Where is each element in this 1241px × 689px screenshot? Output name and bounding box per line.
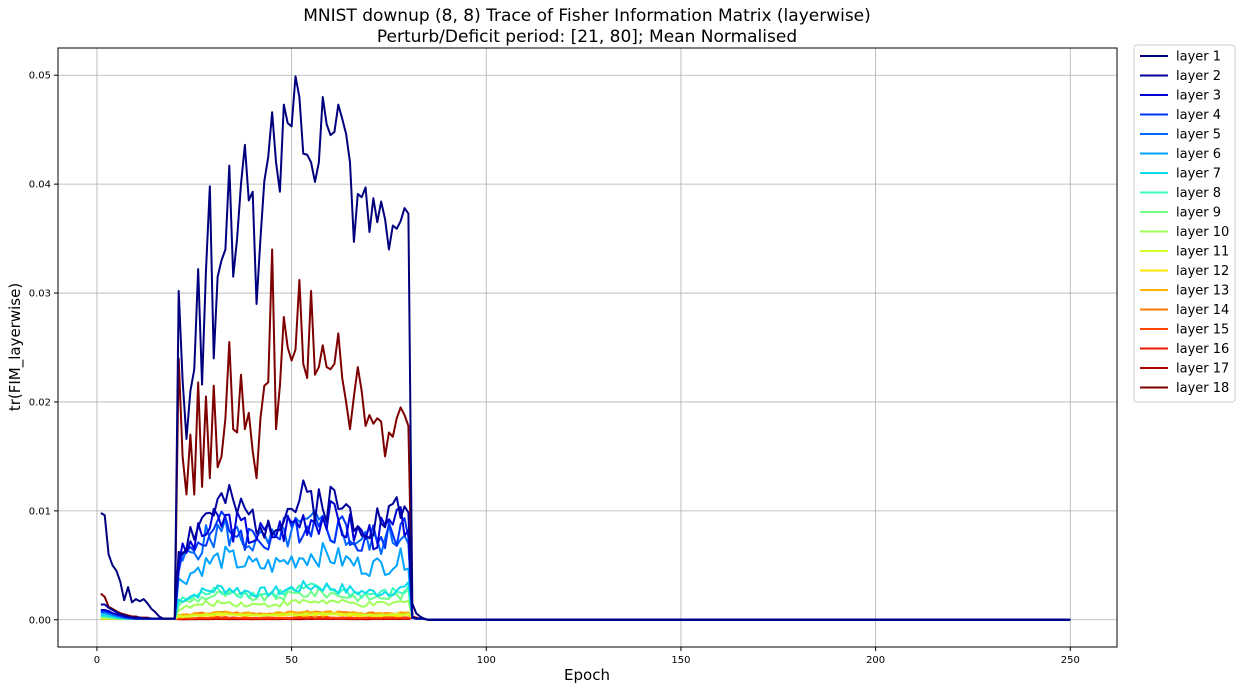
legend-label: layer 8 (1176, 186, 1221, 201)
legend-label: layer 5 (1176, 128, 1221, 143)
y-tick-label: 0.05 (29, 71, 51, 82)
legend-label: layer 9 (1176, 206, 1221, 221)
y-tick-label: 0.01 (29, 506, 51, 517)
chart-subtitle: Perturb/Deficit period: [21, 80]; Mean N… (377, 27, 797, 47)
series-line-layer-6 (100, 541, 1071, 621)
y-tick-label: 0.00 (29, 615, 51, 626)
x-axis-label: Epoch (564, 666, 610, 684)
legend-label: layer 16 (1176, 342, 1229, 357)
grid (58, 48, 1117, 647)
legend-label: layer 6 (1176, 147, 1221, 162)
legend-label: layer 17 (1176, 362, 1229, 377)
plot-frame (57, 47, 1118, 648)
ticks: 0 50 100 150 200 250 0.00 0.01 0.02 0.03 0.04 0.05 (29, 71, 1080, 666)
legend-label: layer 10 (1176, 225, 1229, 240)
legend-label: layer 4 (1176, 108, 1221, 123)
legend-label: layer 12 (1176, 264, 1229, 279)
legend-label: layer 14 (1176, 303, 1229, 318)
x-tick-label: 200 (866, 655, 885, 666)
legend-label: layer 13 (1176, 284, 1229, 299)
series-layer (100, 75, 1071, 621)
legend-label: layer 2 (1176, 69, 1221, 84)
x-tick-label: 0 (94, 655, 100, 666)
x-tick-label: 250 (1061, 655, 1080, 666)
series-line-layer-1 (100, 75, 1071, 621)
legend-label: layer 15 (1176, 323, 1229, 338)
x-tick-label: 50 (285, 655, 298, 666)
y-tick-label: 0.04 (29, 180, 51, 191)
legend-label: layer 3 (1176, 89, 1221, 104)
legend-label: layer 11 (1176, 245, 1229, 260)
y-tick-label: 0.02 (29, 397, 51, 408)
legend-label: layer 1 (1176, 50, 1221, 65)
legend-label: layer 18 (1176, 381, 1229, 396)
x-tick-label: 100 (477, 655, 496, 666)
legend: layer 1 layer 2 layer 3 layer 4 layer 5 layer… (1133, 44, 1236, 403)
y-tick-label: 0.03 (29, 289, 51, 300)
chart-title: MNIST downup (8, 8) Trace of Fisher Info… (303, 6, 871, 26)
x-tick-label: 150 (671, 655, 690, 666)
series-line-layer-2 (100, 479, 1071, 621)
legend-label: layer 7 (1176, 167, 1221, 182)
y-axis-label: tr(FIM_layerwise) (6, 283, 25, 411)
